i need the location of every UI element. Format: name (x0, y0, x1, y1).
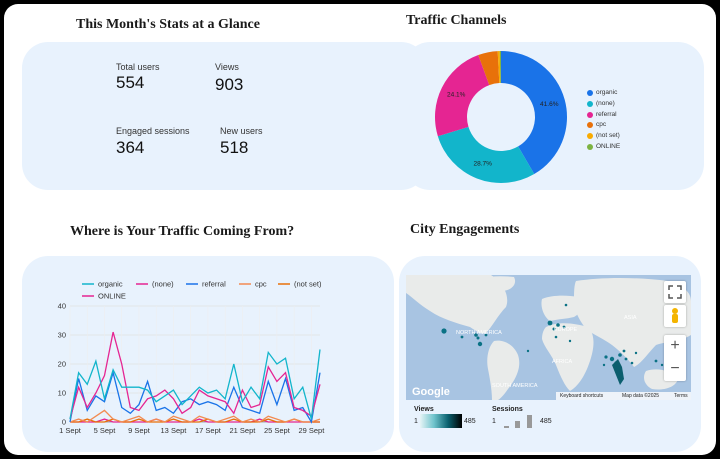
donut-slice-none[interactable] (437, 126, 535, 183)
street-view-pegman[interactable] (664, 305, 686, 327)
x-tick-13-sept: 13 Sept (161, 426, 188, 435)
city-map[interactable]: NORTH AMERICA EUROPE ASIA AFRICA SOUTH A… (406, 275, 691, 400)
map-highlight (612, 359, 624, 385)
stats-title: This Month's Stats at a Glance (76, 17, 260, 32)
views-gradient-bar (420, 414, 462, 428)
sessions-legend-bars (500, 414, 538, 430)
views-legend-min: 1 (414, 418, 418, 425)
x-tick-5-sept: 5 Sept (94, 426, 117, 435)
x-tick-9-sept: 9 Sept (128, 426, 151, 435)
legend-dot-none (587, 100, 593, 107)
sessions-legend-max: 485 (540, 418, 552, 425)
legend-label-cpc[interactable]: cpc (596, 121, 607, 129)
y-tick-10: 10 (58, 389, 66, 398)
legend-dot-not-set (587, 133, 593, 140)
sessions-bar-small (504, 426, 509, 428)
donut-label-none: 28.7% (474, 161, 493, 168)
series-line-organic[interactable] (69, 349, 321, 420)
traffic-channels-title: Traffic Channels (406, 13, 507, 28)
map-label-south-america: SOUTH AMERICA (492, 383, 538, 389)
map-footer: Keyboard shortcuts Map data ©2025 Terms (556, 392, 691, 400)
x-tick-17-sept: 17 Sept (195, 426, 222, 435)
donut-label-organic: 41.6% (540, 101, 559, 108)
terms-link[interactable]: Terms (674, 393, 688, 399)
series-line-not-set[interactable] (70, 418, 320, 423)
donut-label-referral: 24.1% (447, 92, 466, 99)
series-line-none[interactable] (69, 331, 321, 420)
zoom-in-button[interactable]: + (664, 335, 686, 358)
donut-slice-organic[interactable] (501, 51, 567, 175)
fullscreen-button[interactable] (664, 281, 686, 303)
engaged-sessions-value: 364 (116, 138, 145, 157)
legend-label-none[interactable]: (none) (596, 99, 615, 107)
legend-label-online[interactable]: ONLINE (596, 143, 621, 150)
x-tick-25-sept: 25 Sept (264, 426, 291, 435)
world-map (406, 275, 691, 400)
map-data-text: Map data ©2025 (622, 393, 660, 399)
traffic-donut-chart[interactable]: 41.6% 28.7% 24.1% (424, 50, 584, 184)
legend-label-organic[interactable]: organic (98, 280, 123, 289)
legend-label-not-set[interactable]: (not set) (294, 280, 322, 289)
new-users-value: 518 (220, 138, 249, 157)
map-label-north-america: NORTH AMERICA (456, 330, 502, 336)
x-tick-29-sept: 29 Sept (298, 426, 325, 435)
total-users-value: 554 (116, 73, 145, 92)
x-tick-21-sept: 21 Sept (229, 426, 256, 435)
zoom-controls: + − (664, 335, 686, 381)
map-label-europe: EUROPE (554, 327, 578, 333)
donut-slice-not-set[interactable] (497, 51, 501, 84)
stats-panel: Total users 554 Views 903 Engaged sessio… (22, 42, 427, 190)
views-value: 903 (215, 75, 244, 94)
city-engagements-title: City Engagements (410, 222, 520, 237)
zoom-out-button[interactable]: − (664, 358, 686, 381)
sessions-bar-medium (515, 421, 520, 428)
views-label: Views (215, 62, 239, 72)
pegman-icon (672, 308, 678, 323)
legend-label-not-set[interactable]: (not set) (596, 132, 620, 140)
series-line-referral[interactable] (69, 370, 321, 424)
sessions-legend-min: 1 (492, 418, 496, 425)
y-tick-40: 40 (58, 302, 66, 311)
traffic-source-title: Where is Your Traffic Coming From? (70, 224, 295, 239)
total-users-label: Total users (116, 62, 160, 72)
legend-dot-organic (587, 90, 593, 96)
legend-dot-online (587, 144, 593, 150)
sessions-bar-large (527, 415, 532, 428)
engaged-sessions-label: Engaged sessions (116, 126, 190, 136)
map-label-africa: AFRICA (552, 359, 573, 365)
legend-label-organic[interactable]: organic (596, 89, 618, 96)
keyboard-shortcuts-link[interactable]: Keyboard shortcuts (560, 393, 604, 399)
y-tick-0: 0 (62, 418, 66, 427)
dashboard: This Month's Stats at a Glance Total use… (4, 4, 716, 455)
traffic-line-chart[interactable]: 0 10 20 30 40 1 Sept 5 Sept 9 Sept 13 Sept 17 Sep… (42, 272, 332, 442)
plus-icon: + (670, 337, 680, 354)
donut-slice-referral[interactable] (435, 55, 490, 137)
legend-label-referral[interactable]: referral (202, 280, 226, 289)
legend-label-cpc[interactable]: cpc (255, 280, 267, 289)
y-tick-20: 20 (58, 360, 66, 369)
donut-slice-online[interactable] (499, 51, 501, 84)
series-line-cpc[interactable] (69, 409, 321, 423)
sessions-legend-title: Sessions (492, 406, 523, 413)
x-tick-1-sept: 1 Sept (59, 426, 82, 435)
legend-label-online[interactable]: ONLINE (98, 292, 126, 301)
y-tick-30: 30 (58, 331, 66, 340)
views-legend-max: 485 (464, 418, 476, 425)
minus-icon: − (670, 360, 680, 377)
views-legend-title: Views (414, 406, 434, 413)
legend-label-none[interactable]: (none) (152, 280, 174, 289)
legend-dot-cpc (587, 122, 593, 129)
legend-dot-referral (587, 111, 593, 118)
google-logo: Google (412, 386, 450, 398)
donut-slice-cpc[interactable] (478, 51, 500, 86)
fullscreen-icon (668, 285, 682, 299)
map-label-asia: ASIA (624, 315, 637, 321)
legend-label-referral[interactable]: referral (596, 110, 617, 118)
new-users-label: New users (220, 126, 263, 136)
